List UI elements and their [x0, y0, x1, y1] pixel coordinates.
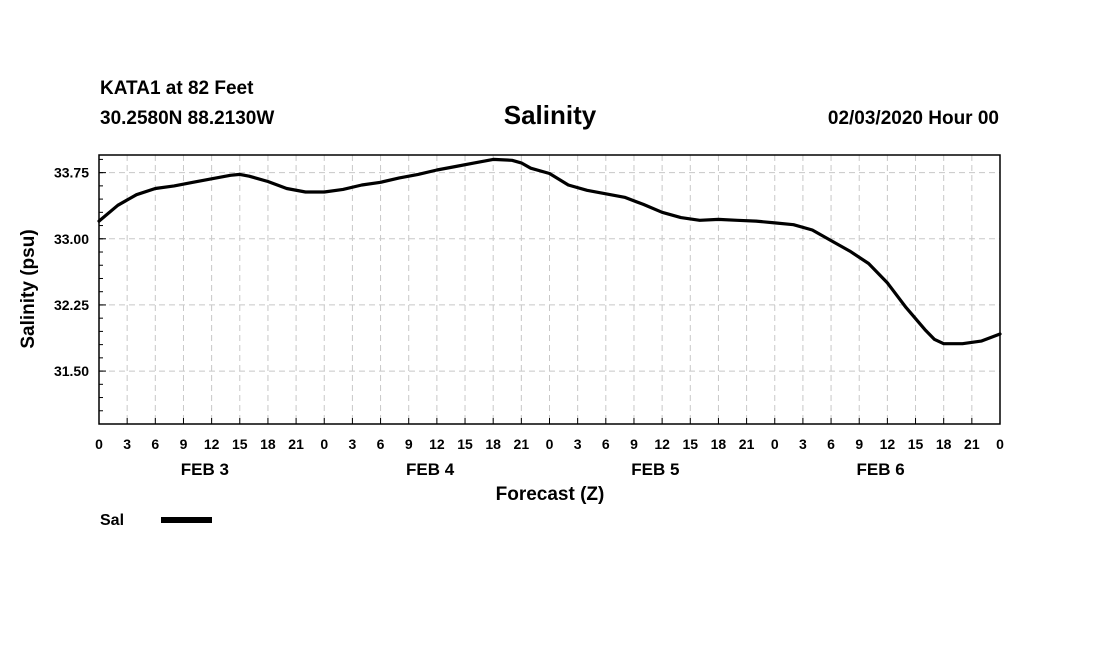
x-tick-label: 9 — [855, 436, 863, 452]
x-tick-label: 12 — [880, 436, 896, 452]
x-tick-label: 9 — [630, 436, 638, 452]
y-tick-label: 33.00 — [54, 231, 89, 247]
grid-lines — [99, 155, 1000, 424]
x-tick-label: 21 — [964, 436, 980, 452]
chart-title: Salinity — [504, 100, 597, 130]
x-tick-label: 6 — [827, 436, 835, 452]
x-tick-label: 12 — [204, 436, 220, 452]
x-tick-label: 0 — [996, 436, 1004, 452]
x-tick-label: 15 — [457, 436, 473, 452]
y-axis-label: Salinity (psu) — [18, 229, 39, 348]
y-axis-ticks: 31.50 32.25 33.00 33.75 — [54, 165, 106, 379]
day-label: FEB 5 — [631, 460, 679, 479]
x-tick-label: 3 — [349, 436, 357, 452]
x-tick-label: 15 — [232, 436, 248, 452]
x-tick-label: 15 — [682, 436, 698, 452]
x-axis-label: Forecast (Z) — [496, 484, 605, 505]
x-tick-label: 12 — [429, 436, 445, 452]
x-tick-label: 0 — [95, 436, 103, 452]
forecast-run-time: 02/03/2020 Hour 00 — [828, 108, 999, 129]
y-tick-label: 33.75 — [54, 165, 89, 181]
x-tick-label: 18 — [260, 436, 276, 452]
y-tick-label: 32.25 — [54, 297, 89, 313]
x-tick-label: 21 — [514, 436, 530, 452]
data-series — [97, 157, 1002, 346]
legend-label: Sal — [100, 512, 124, 529]
x-tick-label: 15 — [908, 436, 924, 452]
x-tick-label: 0 — [771, 436, 779, 452]
x-tick-label: 6 — [151, 436, 159, 452]
legend: Sal — [100, 512, 212, 529]
x-tick-label: 0 — [320, 436, 328, 452]
salinity-series-line — [97, 157, 1002, 346]
x-axis-ticks: 0 3 6 9 12 15 18 21 0 3 6 9 12 15 18 21 0 3 6 9 12 15 18 21 0 3 6 9… — [95, 418, 1004, 452]
station-name: KATA1 at 82 Feet — [100, 78, 254, 99]
x-tick-label: 18 — [485, 436, 501, 452]
day-label: FEB 6 — [857, 460, 905, 479]
x-tick-label: 6 — [377, 436, 385, 452]
station-coordinates: 30.2580N 88.2130W — [100, 108, 274, 129]
y-tick-label: 31.50 — [54, 363, 89, 379]
x-tick-label: 12 — [654, 436, 670, 452]
x-tick-label: 21 — [739, 436, 755, 452]
x-tick-label: 9 — [405, 436, 413, 452]
x-tick-label: 6 — [602, 436, 610, 452]
x-tick-label: 3 — [574, 436, 582, 452]
x-tick-label: 0 — [546, 436, 554, 452]
x-tick-label: 9 — [180, 436, 188, 452]
day-labels: FEB 3 FEB 4 FEB 5 FEB 6 — [181, 460, 905, 479]
x-tick-label: 3 — [799, 436, 807, 452]
x-tick-label: 18 — [936, 436, 952, 452]
x-tick-label: 3 — [123, 436, 131, 452]
day-label: FEB 3 — [181, 460, 229, 479]
x-tick-label: 21 — [288, 436, 304, 452]
x-tick-label: 18 — [711, 436, 727, 452]
plot-frame — [98, 154, 1001, 425]
day-label: FEB 4 — [406, 460, 455, 479]
